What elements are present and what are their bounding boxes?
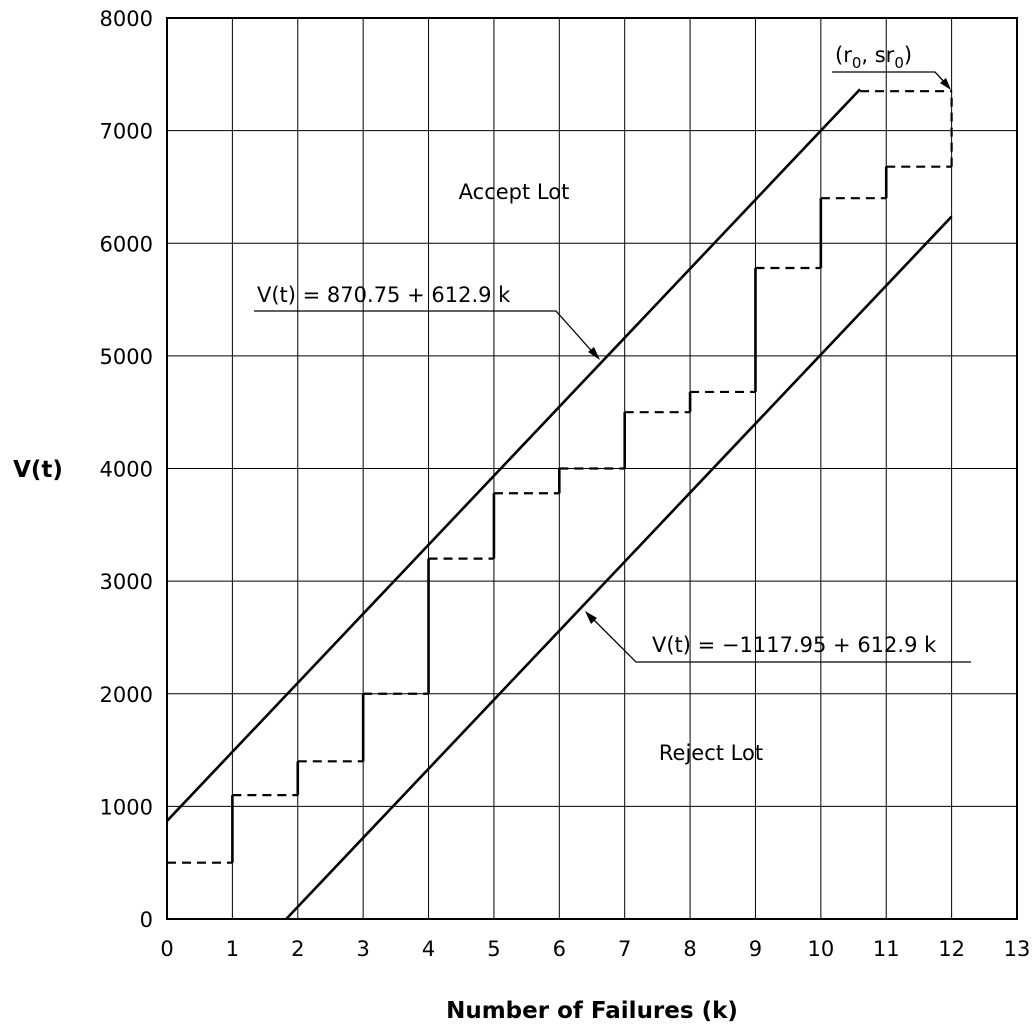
lower-leader-arrowhead	[585, 611, 597, 624]
x-tick-label: 9	[749, 937, 762, 961]
tick-labels: 0 1 2 3 4 5 6 7 8 9 10 11 12 130100020003000400050006…	[100, 7, 1031, 961]
reject-boundary-line	[285, 215, 953, 921]
y-tick-label: 8000	[100, 7, 153, 31]
x-tick-label: 10	[807, 937, 834, 961]
y-tick-label: 5000	[100, 345, 153, 369]
series-layer	[166, 88, 953, 921]
trunc-mid: , sr	[861, 43, 894, 67]
y-tick-label: 4000	[100, 458, 153, 482]
x-tick-label: 12	[938, 937, 965, 961]
x-tick-label: 6	[553, 937, 566, 961]
x-tick-label: 13	[1004, 937, 1031, 961]
y-tick-label: 7000	[100, 120, 153, 144]
x-tick-label: 2	[291, 937, 304, 961]
upper-leader-arrowhead	[588, 347, 600, 360]
y-tick-label: 1000	[100, 795, 153, 819]
x-tick-label: 4	[422, 937, 435, 961]
x-tick-label: 3	[356, 937, 369, 961]
upper-equation-leader	[254, 310, 598, 358]
x-tick-label: 0	[160, 937, 173, 961]
trunc-close: )	[904, 43, 912, 67]
x-tick-label: 5	[487, 937, 500, 961]
lower-equation-leader	[587, 613, 971, 663]
trunc-r: (r	[835, 43, 852, 67]
y-tick-label: 2000	[100, 683, 153, 707]
lower-boundary-equation: V(t) = −1117.95 + 612.9 k	[652, 633, 937, 657]
upper-boundary-equation: V(t) = 870.75 + 612.9 k	[257, 283, 511, 307]
x-tick-label: 1	[226, 937, 239, 961]
trunc-sub1: 0	[852, 54, 862, 72]
truncation-point-label: (r0, sr0)	[835, 43, 912, 72]
reject-region-label: Reject Lot	[659, 741, 763, 765]
x-tick-label: 11	[873, 937, 900, 961]
plot-frame	[166, 17, 1018, 920]
x-tick-label: 8	[683, 937, 696, 961]
y-tick-label: 3000	[100, 570, 153, 594]
step-path	[167, 90, 953, 864]
accept-region-label: Accept Lot	[459, 180, 570, 204]
truncation-leader	[832, 71, 949, 87]
trunc-sub2: 0	[894, 54, 904, 72]
truncation-leader-arrowhead	[940, 78, 951, 90]
y-tick-label: 6000	[100, 232, 153, 256]
accept-boundary-line	[166, 88, 862, 822]
y-tick-label: 0	[140, 908, 153, 932]
y-axis-title: V(t)	[13, 457, 63, 483]
x-axis-title: Number of Failures (k)	[446, 998, 738, 1024]
x-tick-label: 7	[618, 937, 631, 961]
